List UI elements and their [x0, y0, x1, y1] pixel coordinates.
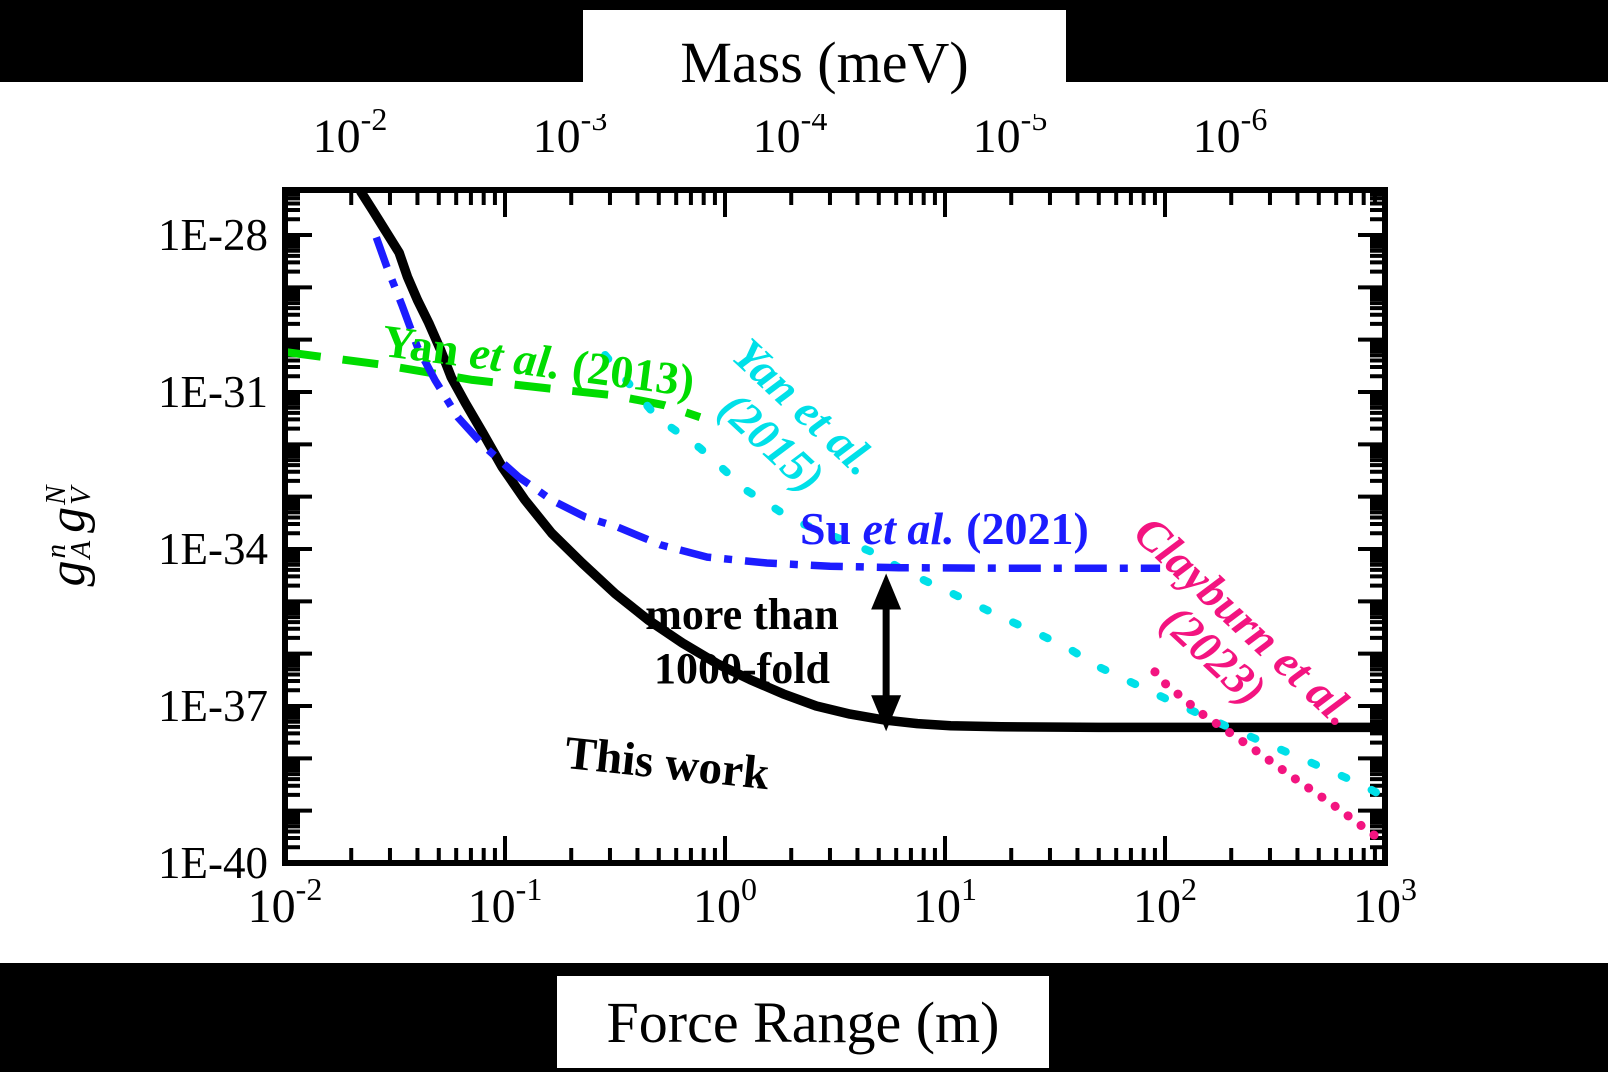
curve-label-su-2021: Su et al. (2021) — [800, 502, 1089, 555]
bottom-axis-title-text: Force Range (m) — [606, 989, 1000, 1055]
top-axis-title-text: Mass (meV) — [680, 29, 969, 95]
top-axis-title: Mass (meV) — [583, 10, 1066, 114]
y-tick-label: 1E-37 — [158, 681, 268, 731]
tick-label: 10-2 — [313, 101, 388, 163]
tick-label: 10-1 — [468, 871, 543, 933]
tick-label: 102 — [1133, 871, 1197, 933]
bottom-axis-title: Force Range (m) — [557, 976, 1049, 1068]
y-axis-g1: g — [38, 560, 96, 587]
label-text: (2021) — [954, 503, 1089, 554]
tick-label: 103 — [1353, 871, 1417, 933]
label-text-italic: et al. — [466, 326, 565, 390]
label-text-italic: et al. — [862, 503, 955, 554]
y-tick-label: 1E-40 — [158, 838, 268, 888]
fold-arrow — [871, 573, 902, 732]
y-tick-label: 1E-28 — [158, 210, 268, 260]
plot-frame — [282, 187, 1388, 866]
label-text: Yan — [379, 314, 474, 378]
fold-annotation-line1: more than — [645, 590, 839, 639]
curve-clayburn — [1150, 667, 1382, 847]
curve-yan2015 — [601, 351, 1382, 801]
tick-label: 10-6 — [1193, 101, 1268, 163]
fold-annotation-line2: 1000-fold — [654, 644, 830, 694]
y-axis-sub1: A — [65, 540, 97, 559]
fold-annotation: more than 1000-fold — [622, 588, 862, 696]
tick-label: 101 — [913, 871, 977, 933]
y-tick-label: 1E-34 — [158, 524, 268, 574]
label-text: Su — [800, 503, 863, 554]
y-axis-g2: g — [38, 506, 96, 533]
curve-yan2013 — [288, 348, 702, 421]
tick-label: 100 — [693, 871, 757, 933]
curve-su2021 — [372, 236, 1161, 572]
y-tick-label: 1E-31 — [158, 367, 268, 417]
y-axis-sub2: V — [65, 487, 97, 505]
curve-this_work — [356, 193, 1382, 733]
